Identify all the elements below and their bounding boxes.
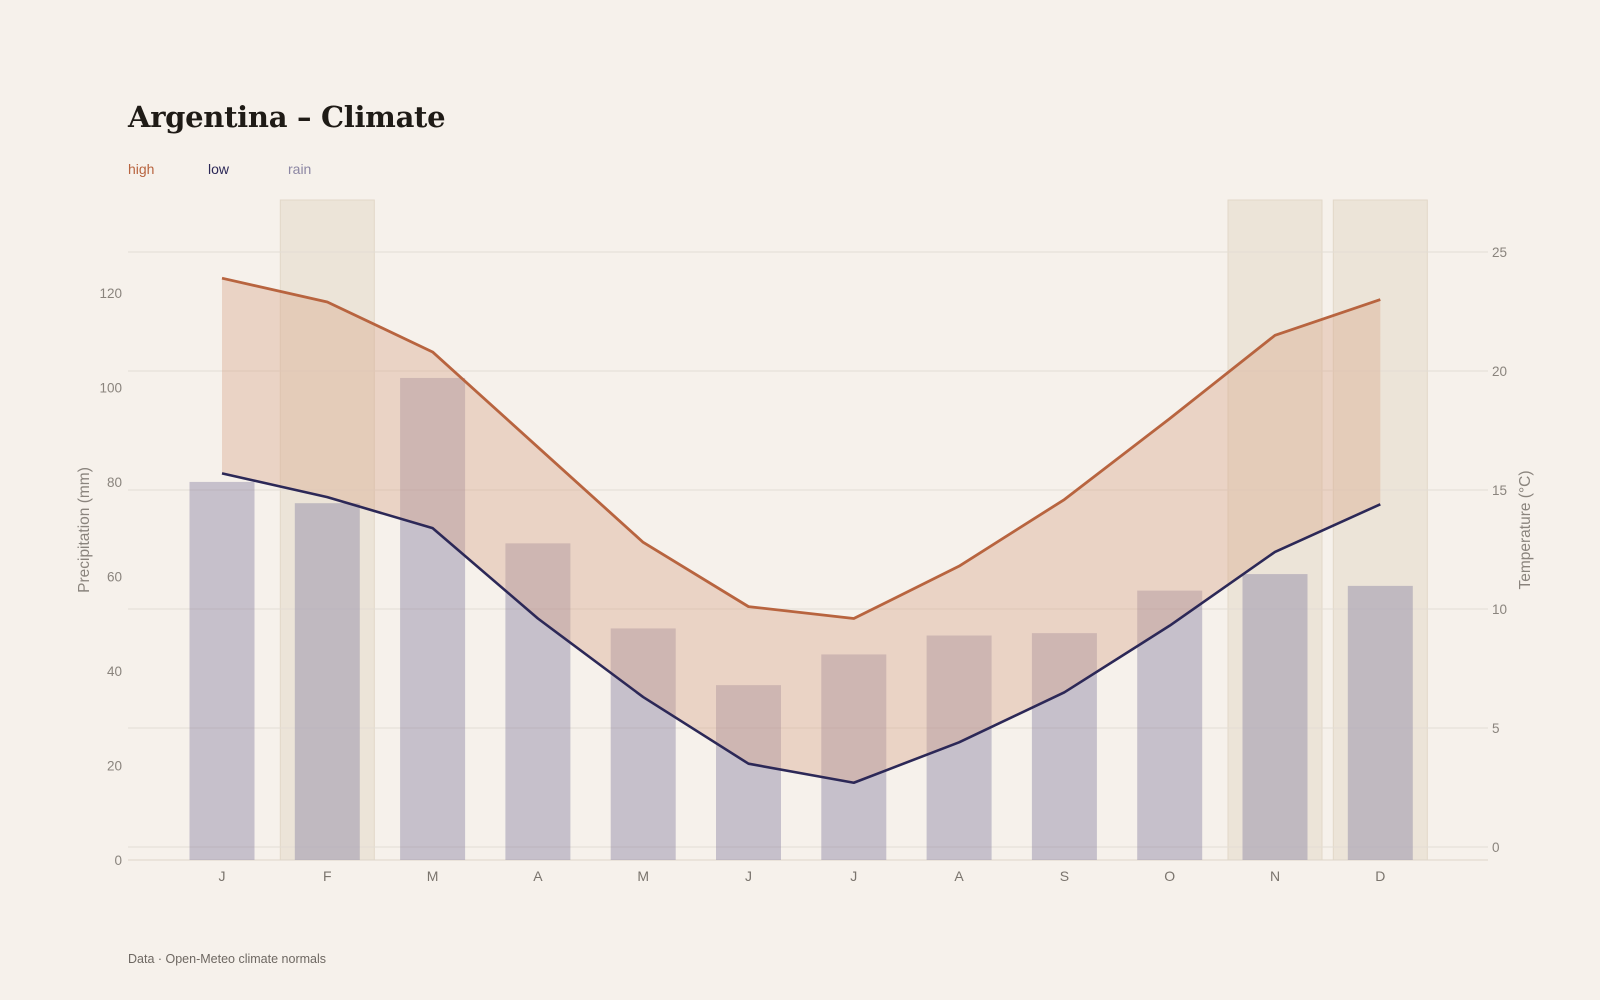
x-tick-label: N (1270, 868, 1280, 884)
x-tick-label: A (533, 868, 543, 884)
x-tick-label: F (323, 868, 332, 884)
rain-bar (1137, 590, 1203, 860)
y2-tick-label: 0 (1492, 840, 1500, 855)
y-tick-label: 0 (114, 853, 122, 868)
y2-tick-label: 25 (1492, 245, 1507, 260)
y2-tick-label: 15 (1492, 483, 1507, 498)
x-tick-label: A (954, 868, 964, 884)
rain-bar (926, 635, 992, 860)
x-tick-label: J (745, 868, 752, 884)
rain-bar (294, 503, 360, 860)
y2-tick-label: 20 (1492, 364, 1507, 379)
chart-title: Argentina – Climate (128, 100, 446, 134)
x-tick-label: O (1164, 868, 1175, 884)
rain-bar (1031, 633, 1097, 860)
x-tick-label: J (850, 868, 857, 884)
legend-high: high (128, 161, 155, 177)
low-temperature-line (221, 472, 1381, 785)
y2-tick-label: 5 (1492, 721, 1500, 736)
x-tick-label: M (427, 868, 439, 884)
legend-rain: rain (288, 161, 312, 177)
x-tick-label: M (637, 868, 649, 884)
x-tick-label: D (1375, 868, 1385, 884)
source-note: Data · Open-Meteo climate normals (128, 952, 326, 966)
y-tick-label: 40 (107, 664, 122, 679)
y-tick-label: 20 (107, 758, 122, 773)
highlight-band-1 (279, 199, 375, 861)
rain-bar (505, 543, 571, 860)
highlight-band-10 (1227, 199, 1323, 861)
rain-bar (610, 628, 676, 860)
x-tick-label: S (1060, 868, 1069, 884)
temperature-band (222, 278, 1381, 783)
legend-low: low (208, 161, 230, 177)
y-axis-label: Precipitation (mm) (76, 467, 93, 593)
y-tick-label: 80 (107, 475, 122, 490)
y-tick-label: 120 (99, 286, 122, 301)
y2-tick-label: 10 (1492, 602, 1507, 617)
y-tick-label: 60 (107, 569, 122, 584)
rain-bar (400, 377, 466, 860)
x-tick-label: J (219, 868, 226, 884)
rain-bar (1242, 574, 1308, 860)
rain-bar (821, 654, 887, 860)
rain-bar (189, 481, 255, 860)
rain-bar (1347, 585, 1413, 860)
y2-axis-label: Temperature (°C) (1517, 470, 1534, 589)
high-temperature-line (221, 276, 1381, 620)
y-tick-label: 100 (99, 380, 122, 395)
rain-bar (716, 685, 781, 860)
